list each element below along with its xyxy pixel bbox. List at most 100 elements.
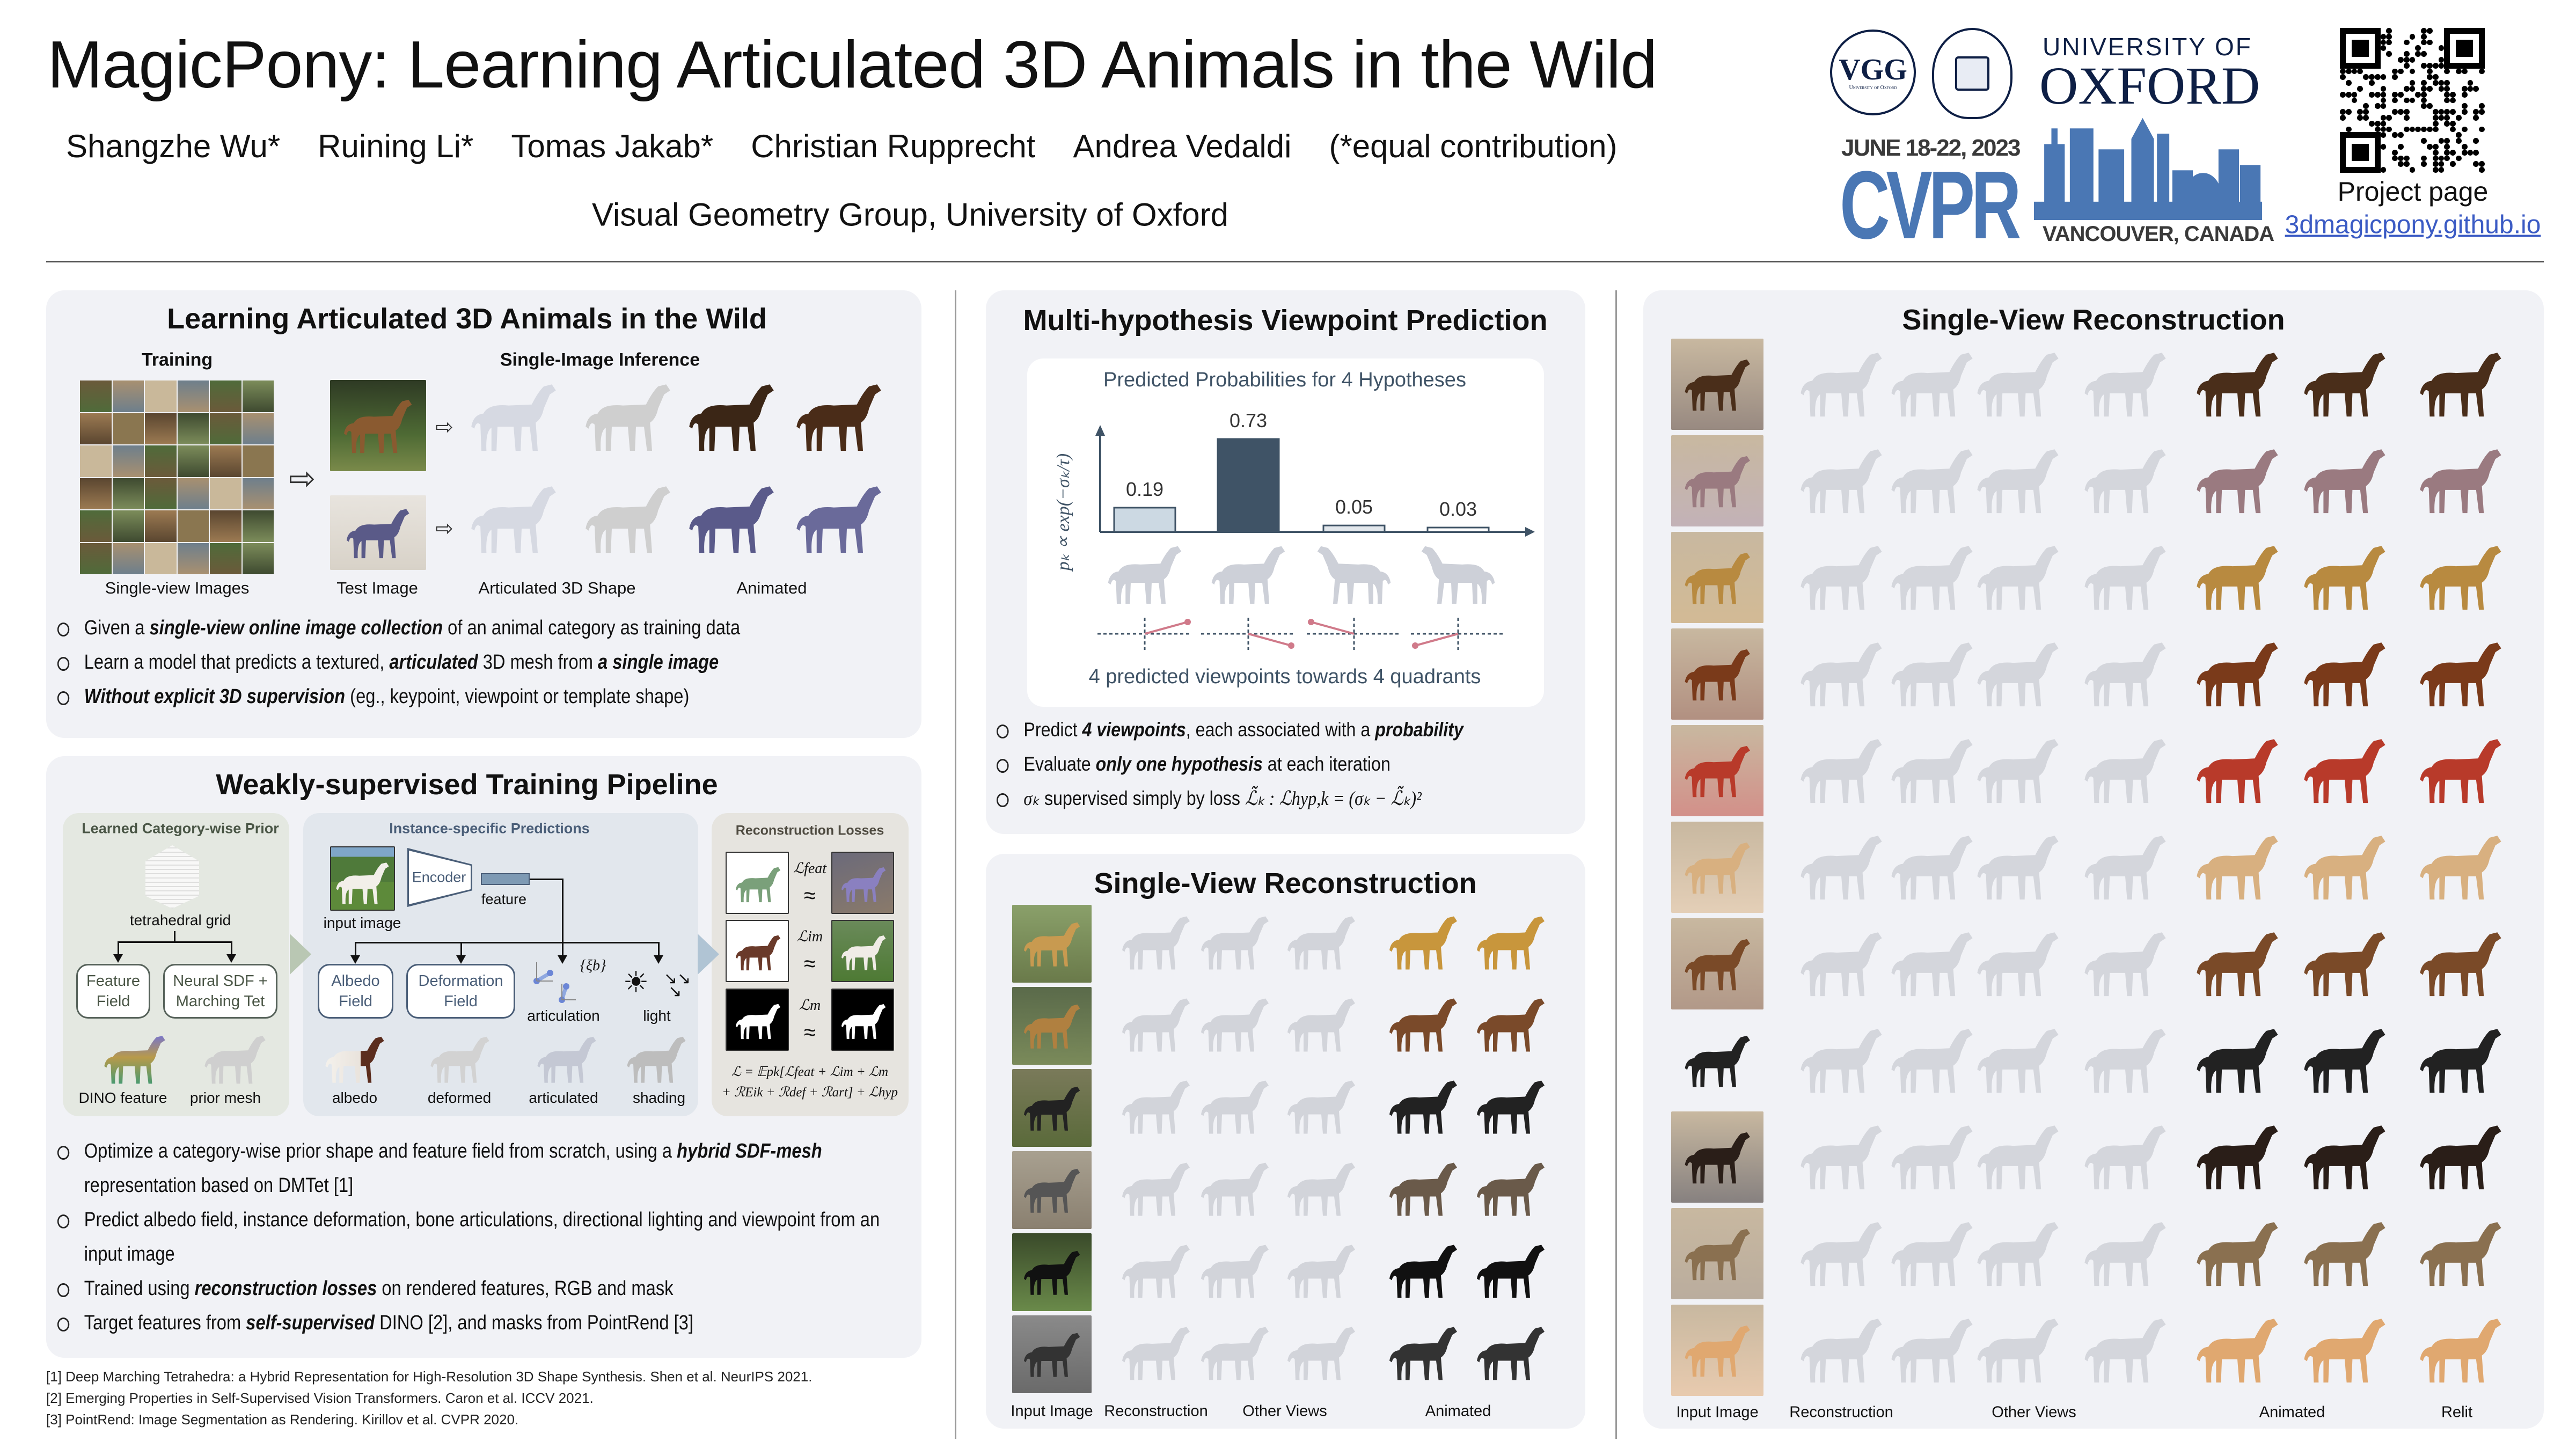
input-photo <box>1671 1111 1763 1203</box>
photo-subject <box>1679 929 1756 1002</box>
animated-render <box>2189 830 2286 908</box>
hypothesis-horse-render <box>1318 546 1391 604</box>
target-image <box>831 852 894 914</box>
other-view-render <box>2077 540 2174 618</box>
light-label: light <box>643 1007 671 1024</box>
author: Andrea Vedaldi <box>1073 128 1292 164</box>
input-photo <box>1671 1305 1763 1396</box>
hypothesis-horse-render <box>1212 546 1285 604</box>
relit-render <box>2412 733 2509 811</box>
output-label: articulated <box>529 1089 598 1106</box>
bar-value-label: 0.73 <box>1230 409 1267 431</box>
bar-value-label: 0.19 <box>1126 478 1163 500</box>
training-photo <box>145 413 177 444</box>
column-divider <box>1615 290 1617 1439</box>
other-view-render <box>1281 992 1362 1059</box>
animated-render <box>2189 1119 2286 1197</box>
vgg-logo: VGG University of Oxford <box>1830 30 1916 115</box>
text-segment: 4 viewpoints <box>1082 719 1186 741</box>
bullet: Predict albedo field, instance deformati… <box>54 1203 903 1271</box>
bullet: Without explicit 3D supervision (eg., ke… <box>54 679 903 714</box>
bullet: Target features from self-supervised DIN… <box>54 1306 903 1340</box>
text-segment: Learn a model that predicts a textured, <box>84 651 390 674</box>
text-segment: at each iteration <box>1262 753 1391 775</box>
pipeline-bullets: Optimize a category-wise prior shape and… <box>54 1134 903 1340</box>
photo-subject <box>837 928 890 978</box>
viewpoint-arrow-head-icon <box>1308 619 1314 625</box>
other-view-render <box>1884 830 1980 908</box>
other-view-render <box>1970 926 2066 1004</box>
animated-render <box>1383 1074 1463 1141</box>
text-segment: σₖ <box>1023 788 1040 810</box>
animated-render <box>680 378 782 459</box>
training-photo <box>177 445 209 477</box>
bar <box>1426 526 1490 533</box>
target-image <box>831 920 894 982</box>
other-view-render <box>2077 733 2174 811</box>
text-segment: Predict <box>1023 719 1082 741</box>
test-image <box>330 495 426 570</box>
reconstruction-render <box>1116 910 1196 977</box>
training-photo <box>177 543 209 574</box>
output-label: deformed <box>427 1089 492 1106</box>
animated-render <box>2189 636 2286 714</box>
input-photo <box>1671 628 1763 720</box>
project-page-link[interactable]: 3dmagicpony.github.io <box>2285 210 2541 239</box>
input-photo <box>1671 725 1763 816</box>
text-segment: representation based on DMTet [1] <box>84 1174 354 1197</box>
text-segment: only one hypothesis <box>1095 753 1263 775</box>
input-photo <box>1671 1015 1763 1106</box>
text-segment: articulated <box>389 651 478 674</box>
text-segment: probability <box>1375 719 1463 741</box>
other-view-render <box>2077 347 2174 425</box>
photo-subject <box>338 504 418 564</box>
animated-render <box>2296 926 2393 1004</box>
other-view-render <box>1884 1119 1980 1197</box>
articulated-shape-render <box>577 378 679 459</box>
relit-render <box>2412 830 2509 908</box>
other-view-render <box>1195 910 1275 977</box>
training-photo <box>80 445 112 477</box>
viewpoint-arrow <box>1311 621 1355 635</box>
relit-render <box>2412 1216 2509 1294</box>
animated-render <box>1383 1321 1463 1388</box>
recon-mid-title: Single-View Reconstruction <box>1094 867 1477 899</box>
reconstruction-render <box>1116 1074 1196 1141</box>
arrow-right-icon: ⇨ <box>435 517 453 540</box>
other-view-render <box>1884 636 1980 714</box>
cvpr-dates: JUNE 18-22, 2023 <box>1841 135 2021 161</box>
recon-right-title: Single-View Reconstruction <box>1902 304 2285 336</box>
light-rays-icon: ↘↘ ↘ <box>663 970 691 1000</box>
animated-render <box>2296 1216 2393 1294</box>
text-segment: self-supervised <box>246 1312 375 1334</box>
bullet: σₖ supervised simply by loss ℒ̃ₖ : ℒhyp,… <box>993 781 1581 816</box>
relit-render <box>2412 1119 2509 1197</box>
input-photo <box>1671 918 1763 1009</box>
viewpoint-arrow-head-icon <box>1412 642 1418 649</box>
relit-render <box>2412 347 2509 425</box>
text-segment: Trained using <box>84 1277 195 1300</box>
text-segment: 3D mesh from <box>478 651 598 674</box>
articulation-bones-icon <box>533 962 576 1003</box>
other-view-render <box>2077 1216 2174 1294</box>
other-view-render <box>1281 1321 1362 1388</box>
reconstruction-render <box>1793 1216 1890 1294</box>
relit-render <box>2412 636 2509 714</box>
qr-code[interactable] <box>2340 28 2485 173</box>
column-caption: Animated <box>1425 1402 1491 1420</box>
training-photo <box>210 380 241 412</box>
oxford-wordmark-top: UNIVERSITY OF <box>2043 33 2252 61</box>
column-divider <box>955 290 956 1439</box>
tetrahedral-grid-label: tetrahedral grid <box>129 912 231 928</box>
column-caption: Relit <box>2441 1403 2473 1421</box>
relit-render <box>2412 926 2509 1004</box>
animated-render <box>2296 733 2393 811</box>
input-image <box>330 846 395 911</box>
feature-label: feature <box>481 891 527 908</box>
arrow-right-icon <box>698 934 719 975</box>
reconstruction-render <box>1793 540 1890 618</box>
other-view-render <box>1970 347 2066 425</box>
other-view-render <box>1884 1023 1980 1101</box>
viewpoint-arrow <box>1144 621 1188 635</box>
other-view-render <box>1195 1321 1275 1388</box>
